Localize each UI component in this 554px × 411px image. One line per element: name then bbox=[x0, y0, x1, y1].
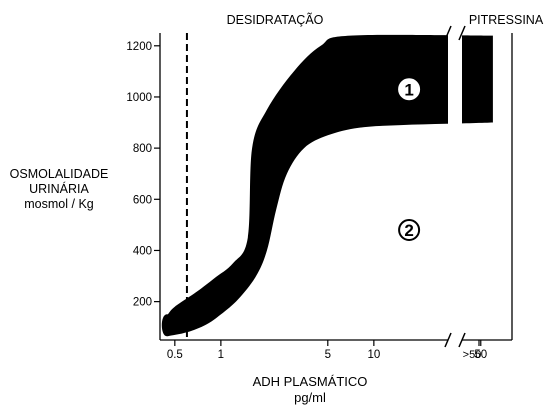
x-tick-label: 50 bbox=[474, 349, 487, 361]
axis-break-mark bbox=[444, 332, 452, 348]
x-tick-label: 5 bbox=[325, 349, 331, 361]
top-label-pitressin: PITRESSINA bbox=[469, 13, 544, 27]
data-band bbox=[161, 34, 493, 337]
annotation-layer: DESIDRATAÇÃO PITRESSINA 1 2 bbox=[227, 13, 544, 241]
region-marker-number: 1 bbox=[404, 80, 413, 99]
region-marker-1: 1 bbox=[398, 78, 421, 101]
y-tick-label: 800 bbox=[133, 143, 152, 155]
y-tick-label: 200 bbox=[133, 297, 152, 309]
y-axis-label-line3: mosmol / Kg bbox=[24, 197, 94, 211]
y-axis-label: OSMOLALIDADE URINÁRIA mosmol / Kg bbox=[0, 167, 118, 212]
x-tick-label: 0.5 bbox=[167, 349, 183, 361]
axis-break-mark bbox=[458, 25, 466, 41]
axis-break-mark bbox=[458, 332, 466, 348]
ticks-layer: 200 400 600 800 1000 1200 0.5 1 5 10 50>50 bbox=[126, 41, 487, 361]
x-axis-label-line1: ADH PLASMÁTICO bbox=[252, 374, 368, 389]
x-axis-label: ADH PLASMÁTICO pg/ml bbox=[230, 374, 390, 406]
x-tick-label-break: >50 bbox=[463, 349, 482, 361]
region-marker-2: 2 bbox=[398, 218, 421, 241]
data-band-layer bbox=[161, 31, 493, 342]
region-marker-number: 2 bbox=[404, 221, 413, 240]
y-tick-label: 400 bbox=[133, 245, 152, 257]
region-marker-circle bbox=[398, 78, 421, 101]
region-marker-circle bbox=[398, 218, 421, 241]
y-tick-label: 1200 bbox=[126, 41, 152, 53]
y-tick-label: 600 bbox=[133, 194, 152, 206]
x-tick-label: 10 bbox=[367, 349, 380, 361]
x-tick-label: 1 bbox=[218, 349, 224, 361]
y-tick-label: 1000 bbox=[126, 92, 152, 104]
x-axis-label-line2: pg/ml bbox=[294, 390, 326, 405]
axis-break-gap bbox=[448, 31, 462, 342]
top-label-dehydration: DESIDRATAÇÃO bbox=[227, 13, 324, 27]
axes-layer bbox=[159, 25, 513, 348]
axis-break-mark bbox=[444, 25, 452, 41]
y-axis-label-line1: OSMOLALIDADE bbox=[9, 167, 109, 181]
y-axis-label-line2: URINÁRIA bbox=[29, 182, 89, 196]
